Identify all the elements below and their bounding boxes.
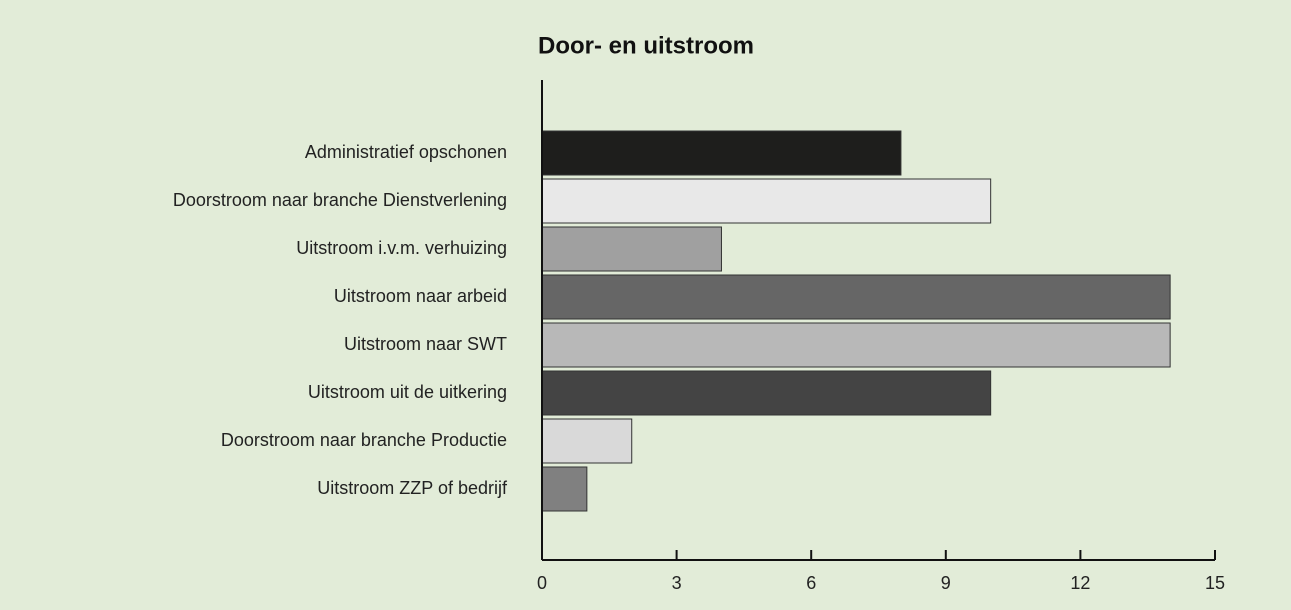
x-tick-label: 0 (537, 573, 547, 593)
bar (541, 322, 1171, 368)
bar (541, 466, 588, 512)
x-tick-label: 3 (672, 573, 682, 593)
y-tick-label: Uitstroom naar SWT (344, 334, 507, 354)
x-tick-label: 6 (806, 573, 816, 593)
bar (541, 274, 1171, 320)
y-tick-label: Uitstroom uit de uitkering (308, 382, 507, 402)
bar (541, 418, 633, 464)
bar (541, 226, 722, 272)
y-tick-label: Uitstroom ZZP of bedrijf (317, 478, 508, 498)
x-tick-label: 12 (1070, 573, 1090, 593)
y-tick-label: Doorstroom naar branche Dienstverlening (173, 190, 507, 210)
y-tick-label: Uitstroom naar arbeid (334, 286, 507, 306)
chart-title: Door- en uitstroom (538, 32, 754, 59)
bar (541, 370, 992, 416)
x-tick-label: 9 (941, 573, 951, 593)
y-tick-label: Doorstroom naar branche Productie (221, 430, 507, 450)
y-tick-label: Administratief opschonen (305, 142, 507, 162)
bar (541, 178, 992, 224)
x-tick-label: 15 (1205, 573, 1225, 593)
bar (541, 130, 902, 176)
y-tick-label: Uitstroom i.v.m. verhuizing (296, 238, 507, 258)
